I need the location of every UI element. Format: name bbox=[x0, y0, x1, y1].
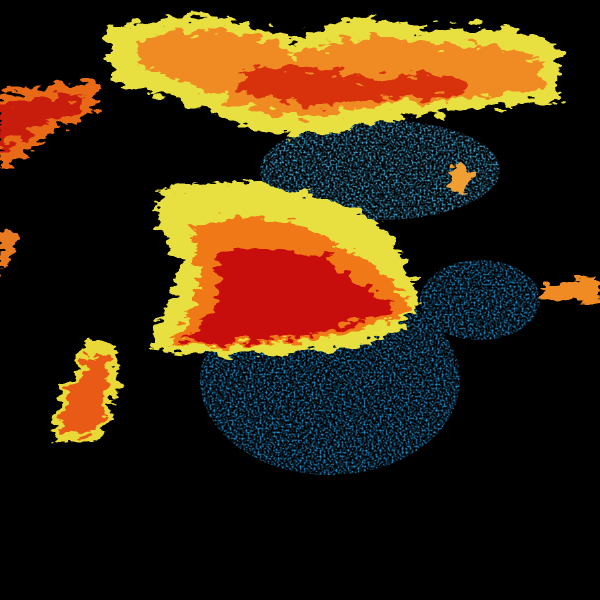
echo-blue bbox=[420, 260, 540, 340]
storm-cells bbox=[0, 17, 600, 444]
left-cell-core bbox=[0, 95, 85, 150]
center-red bbox=[180, 247, 395, 343]
sw-cell-core bbox=[62, 354, 110, 434]
e-cell bbox=[540, 278, 600, 303]
band-red bbox=[240, 66, 470, 105]
ne-cell bbox=[450, 164, 472, 192]
w-cell bbox=[0, 228, 18, 275]
echo-blue bbox=[260, 120, 500, 220]
